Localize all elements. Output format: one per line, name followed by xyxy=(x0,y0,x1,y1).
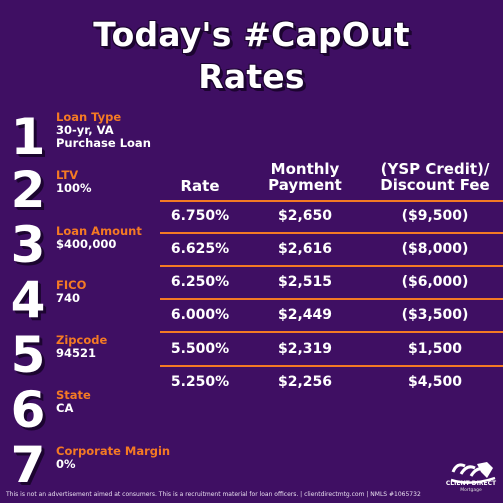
step-value: 0% xyxy=(56,457,76,471)
step-number: 7 xyxy=(10,436,46,494)
step-value: 30-yr, VA Purchase Loan xyxy=(56,123,151,150)
row-divider xyxy=(160,265,503,267)
step-number: 3 xyxy=(10,216,46,274)
row-divider xyxy=(160,232,503,234)
fee-cell: ($3,500) xyxy=(401,307,469,323)
rate-cell: 5.250% xyxy=(170,374,230,390)
step-label: LTV xyxy=(56,168,79,182)
logo-subtitle: Mortgage xyxy=(460,488,482,493)
title-line-2: Rates xyxy=(198,57,305,96)
title-line-1: Today's #CapOut xyxy=(93,15,410,54)
step-label: Loan Amount xyxy=(56,224,142,238)
rate-cell: 5.500% xyxy=(170,341,230,357)
step-value: CA xyxy=(56,401,74,415)
step-number: 5 xyxy=(10,326,46,384)
row-divider xyxy=(160,200,503,202)
payment-cell: $2,319 xyxy=(277,341,333,357)
step-label: Zipcode xyxy=(56,333,108,347)
step-value: 94521 xyxy=(56,346,97,360)
header-discount-fee: (YSP Credit)/ Discount Fee xyxy=(380,160,490,194)
step-label: State xyxy=(56,388,91,402)
disclaimer: This is not an advertisement aimed at co… xyxy=(6,491,421,498)
payment-cell: $2,256 xyxy=(277,374,333,390)
step-number: 2 xyxy=(10,161,46,219)
logo-name: CLIENT DIRECT xyxy=(445,480,497,487)
step-value: 740 xyxy=(56,291,81,305)
row-divider xyxy=(160,298,503,300)
rate-cell: 6.000% xyxy=(170,307,230,323)
step-number: 4 xyxy=(10,271,46,329)
row-divider xyxy=(160,331,503,333)
step-value: $400,000 xyxy=(56,237,117,251)
payment-cell: $2,515 xyxy=(277,274,333,290)
rate-cell: 6.250% xyxy=(170,274,230,290)
row-divider xyxy=(160,365,503,367)
payment-cell: $2,449 xyxy=(277,307,333,323)
step-label: Loan Type xyxy=(56,110,122,124)
rate-cell: 6.750% xyxy=(170,208,230,224)
header-monthly-payment: Monthly Payment xyxy=(268,160,342,194)
step-number: 1 xyxy=(10,108,46,166)
fee-cell: $4,500 xyxy=(407,374,463,390)
payment-cell: $2,616 xyxy=(277,241,333,257)
step-value: 100% xyxy=(56,181,92,195)
fee-cell: ($9,500) xyxy=(401,208,469,224)
step-label: Corporate Margin xyxy=(56,444,171,458)
client-direct-logo-icon xyxy=(450,462,496,484)
payment-cell: $2,650 xyxy=(277,208,333,224)
fee-cell: ($6,000) xyxy=(401,274,469,290)
rate-cell: 6.625% xyxy=(170,241,230,257)
fee-cell: $1,500 xyxy=(407,341,463,357)
fee-cell: ($8,000) xyxy=(401,241,469,257)
header-rate: Rate xyxy=(180,177,220,195)
step-number: 6 xyxy=(10,381,46,439)
step-label: FICO xyxy=(56,278,87,292)
